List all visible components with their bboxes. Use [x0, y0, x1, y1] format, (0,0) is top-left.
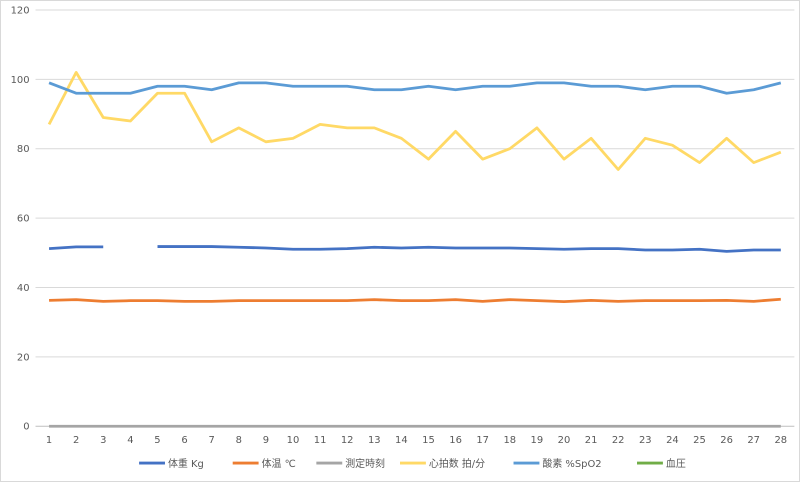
- legend-item: 体温 ℃: [232, 458, 296, 470]
- x-tick-label: 19: [531, 435, 544, 446]
- legend-label: 測定時刻: [345, 457, 385, 470]
- legend-item: 酸素 %SpO2: [513, 457, 602, 470]
- legend-item: 測定時刻: [316, 457, 385, 470]
- x-tick-label: 27: [747, 435, 760, 446]
- x-tick-label: 28: [774, 435, 787, 446]
- x-tick-label: 18: [503, 435, 516, 446]
- x-tick-label: 21: [585, 435, 598, 446]
- x-tick-label: 15: [422, 435, 435, 446]
- legend-label: 体温 ℃: [262, 458, 296, 470]
- legend-item: 体重 Kg: [139, 457, 204, 470]
- legend-label: 血圧: [666, 457, 686, 470]
- x-tick-label: 14: [395, 435, 408, 446]
- y-tick-label: 80: [17, 144, 30, 155]
- x-tick-label: 22: [612, 435, 625, 446]
- x-tick-label: 4: [127, 435, 133, 446]
- x-tick-label: 23: [639, 435, 652, 446]
- x-tick-label: 25: [693, 435, 706, 446]
- x-tick-label: 7: [209, 435, 215, 446]
- gridlines: [35, 9, 795, 427]
- y-axis-ticks: 0 20 40 60 80 100 120: [11, 5, 30, 432]
- x-tick-label: 16: [449, 435, 462, 446]
- x-axis-ticks: 1 2 3 4 5 6 7 8 9 10 11 12 13 14 15 16 17 18 19 20 21 22 23 24 2…: [46, 435, 787, 446]
- series-line: [48, 245, 781, 253]
- y-tick-label: 0: [23, 422, 29, 433]
- y-tick-label: 100: [11, 75, 30, 86]
- x-tick-label: 5: [154, 435, 160, 446]
- x-tick-label: 13: [368, 435, 381, 446]
- x-tick-label: 10: [287, 435, 300, 446]
- x-tick-label: 8: [236, 435, 242, 446]
- x-tick-label: 6: [181, 435, 187, 446]
- x-tick-label: 3: [100, 435, 106, 446]
- series-lines: [47, 71, 782, 428]
- legend-item: 血圧: [637, 457, 686, 470]
- legend-label: 酸素 %SpO2: [542, 457, 601, 470]
- x-tick-label: 12: [341, 435, 354, 446]
- legend-label: 体重 Kg: [168, 457, 204, 470]
- series-line: [47, 71, 782, 171]
- x-tick-label: 24: [666, 435, 679, 446]
- y-tick-label: 60: [17, 214, 30, 225]
- x-tick-label: 11: [314, 435, 327, 446]
- x-tick-label: 2: [73, 435, 79, 446]
- y-tick-label: 40: [17, 283, 30, 294]
- legend-item: 心拍数 拍/分: [400, 457, 485, 470]
- series-line: [49, 297, 781, 304]
- x-tick-label: 17: [476, 435, 489, 446]
- y-tick-label: 120: [11, 5, 30, 16]
- x-tick-label: 1: [46, 435, 52, 446]
- series-line: [48, 81, 782, 95]
- x-tick-label: 9: [263, 435, 269, 446]
- x-tick-label: 20: [558, 435, 571, 446]
- y-tick-label: 20: [17, 352, 30, 363]
- x-tick-label: 26: [720, 435, 733, 446]
- legend: 体重 Kg 体温 ℃ 測定時刻 心拍数 拍/分 酸素 %SpO2 血圧: [139, 457, 686, 470]
- legend-label: 心拍数 拍/分: [429, 457, 485, 470]
